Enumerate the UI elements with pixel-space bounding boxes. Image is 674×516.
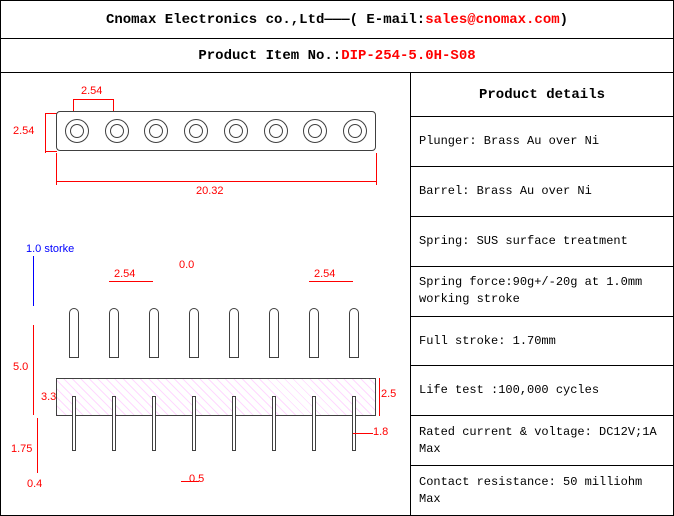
detail-row: Spring: SUS surface treatment (411, 217, 673, 267)
detail-row: Rated current & voltage: DC12V;1A Max (411, 416, 673, 466)
dim-tail-w: 0.5 (189, 473, 204, 485)
dim-line (309, 281, 353, 282)
detail-row: Life test :100,000 cycles (411, 366, 673, 416)
dim-body-h: 5.0 (13, 361, 28, 373)
pin (264, 308, 284, 358)
dim-inner-h: 3.3 (41, 391, 56, 403)
top-view (56, 111, 376, 151)
base-bar (56, 378, 376, 416)
diagram-panel: 2.54 2.54 20.32 1.0 st (1, 73, 411, 515)
detail-row: Contact resistance: 50 milliohm Max (411, 466, 673, 515)
dim-line (45, 113, 46, 153)
dim-pitch-side2: 2.54 (314, 268, 335, 280)
dim-line (181, 481, 199, 482)
note-line (33, 256, 34, 306)
hole (105, 119, 129, 143)
product-item-row: Product Item No.: DIP-254-5.0H-S08 (1, 39, 673, 73)
pin (224, 308, 244, 358)
pin (184, 308, 204, 358)
email-link[interactable]: sales@cnomax.com (425, 12, 559, 28)
header-close: ) (560, 12, 568, 28)
dim-line (379, 378, 380, 416)
dim-ext (56, 153, 57, 185)
dim-barrel-w: 1.8 (373, 426, 388, 438)
dim-line (353, 433, 373, 434)
dim-ext (45, 151, 57, 152)
hole (303, 119, 327, 143)
dim-line-length (56, 181, 376, 182)
pin (304, 308, 324, 358)
pin (64, 308, 84, 358)
datasheet-frame: Cnomax Electronics co.,Ltd———( E-mail: s… (0, 0, 674, 516)
dim-line (37, 418, 38, 473)
dim-ext (376, 153, 377, 185)
dim-tail-offset: 0.4 (27, 478, 42, 490)
dim-base-h: 2.5 (381, 388, 396, 400)
hole (65, 119, 89, 143)
dim-line (109, 281, 153, 282)
detail-row: Full stroke: 1.70mm (411, 317, 673, 367)
dim-pitch-top: 2.54 (81, 85, 102, 97)
stroke-note: 1.0 storke (26, 243, 74, 255)
details-panel: Product details Plunger: Brass Au over N… (411, 73, 673, 515)
hole (184, 119, 208, 143)
hole (264, 119, 288, 143)
pin (344, 308, 364, 358)
hole (343, 119, 367, 143)
dim-length: 20.32 (196, 185, 224, 197)
detail-row: Plunger: Brass Au over Ni (411, 117, 673, 167)
dim-line (33, 325, 34, 415)
main-area: 2.54 2.54 20.32 1.0 st (1, 73, 673, 515)
details-title: Product details (411, 73, 673, 117)
pin (104, 308, 124, 358)
company-name: Cnomax Electronics co.,Ltd———( E-mail: (106, 12, 425, 28)
dim-line (73, 99, 113, 100)
hole (224, 119, 248, 143)
dim-pitch-side1: 2.54 (114, 268, 135, 280)
hole (144, 119, 168, 143)
detail-row: Spring force:90g+/-20g at 1.0mm working … (411, 267, 673, 317)
company-header: Cnomax Electronics co.,Ltd———( E-mail: s… (1, 1, 673, 39)
item-number: DIP-254-5.0H-S08 (341, 48, 475, 64)
detail-row: Barrel: Brass Au over Ni (411, 167, 673, 217)
pin (144, 308, 164, 358)
dim-top00: 0.0 (179, 259, 194, 271)
dim-tail-h: 1.75 (11, 443, 32, 455)
item-label: Product Item No.: (198, 48, 341, 64)
dim-height-top: 2.54 (13, 125, 34, 137)
